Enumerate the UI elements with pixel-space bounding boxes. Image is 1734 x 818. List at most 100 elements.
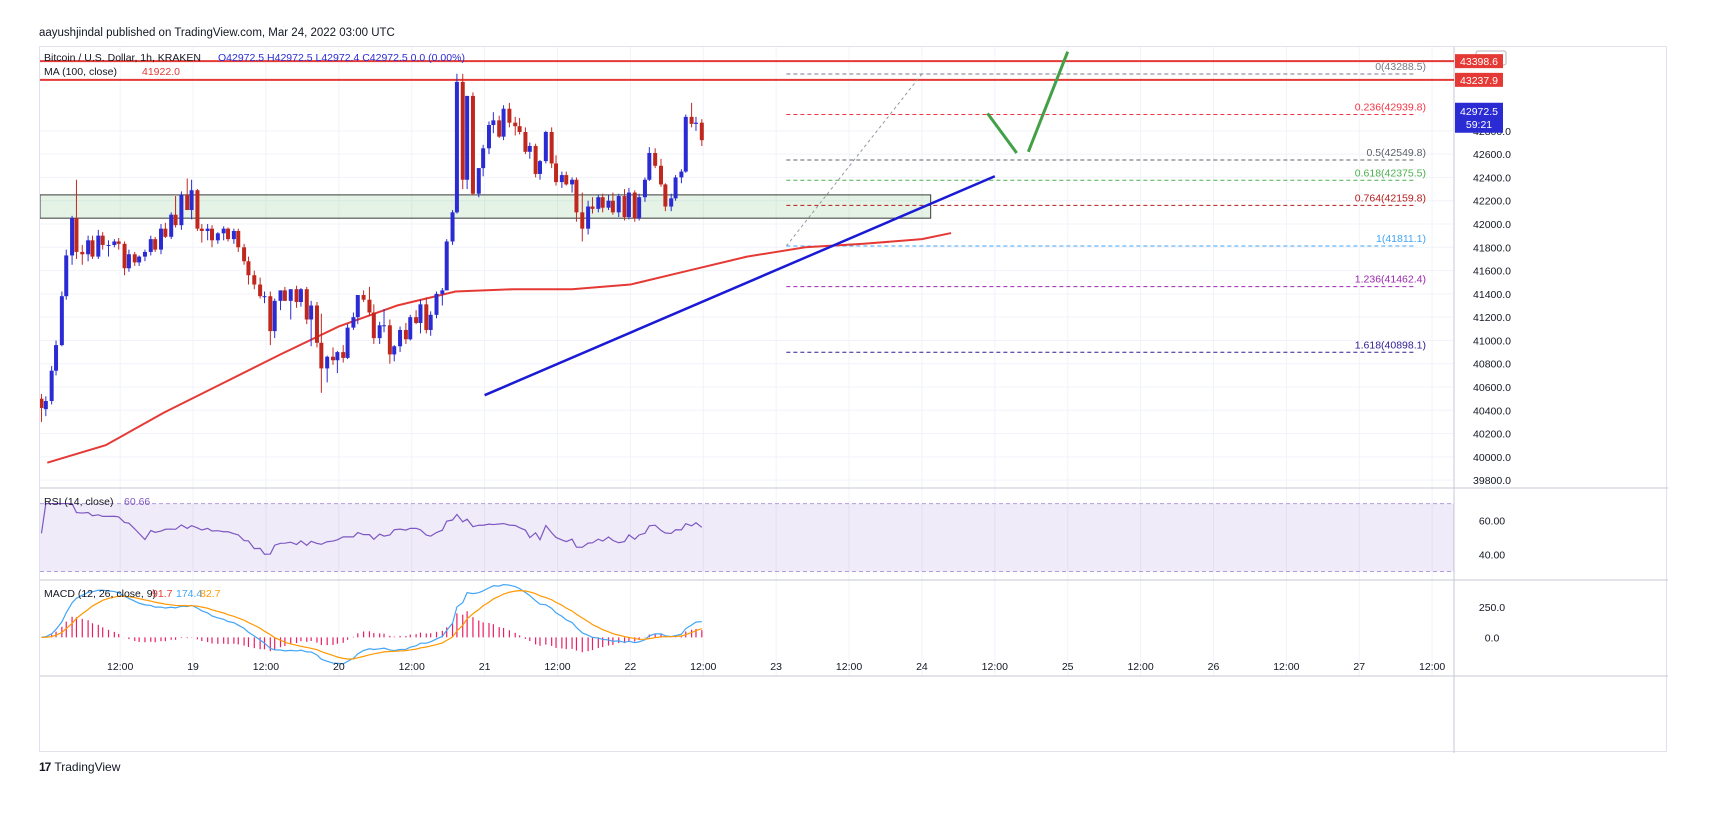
tradingview-logo: 17 TradingView bbox=[39, 760, 120, 774]
rsi-tick-label: 40.00 bbox=[1479, 550, 1505, 562]
candle-body bbox=[590, 206, 595, 209]
candle-body bbox=[185, 194, 190, 211]
candle-body bbox=[74, 218, 79, 252]
candle-body bbox=[351, 317, 356, 328]
candle-body bbox=[693, 122, 698, 124]
candle-body bbox=[647, 152, 652, 180]
candle-body bbox=[610, 200, 615, 213]
price-tick-label: 40800.0 bbox=[1473, 359, 1511, 371]
candle-body bbox=[215, 233, 220, 241]
candle-body bbox=[70, 218, 75, 256]
time-axis-label: 25 bbox=[1062, 661, 1074, 673]
time-axis-label: 12:00 bbox=[107, 661, 133, 673]
candle-body bbox=[189, 190, 194, 211]
candle-body bbox=[549, 132, 554, 164]
time-axis-label: 12:00 bbox=[690, 661, 716, 673]
macd-line bbox=[41, 583, 702, 665]
candle-body bbox=[527, 145, 532, 152]
fib-level-label: 1(41811.1) bbox=[1376, 233, 1426, 245]
candle-body bbox=[304, 289, 309, 320]
candle-body bbox=[80, 251, 85, 255]
candle-body bbox=[470, 95, 475, 194]
candle-body bbox=[242, 247, 247, 262]
time-axis-label: 20 bbox=[333, 661, 345, 673]
price-tick-label: 39800.0 bbox=[1473, 475, 1511, 487]
resistance-price-tag bbox=[1455, 54, 1503, 69]
rsi-line bbox=[40, 502, 703, 555]
candle-body bbox=[481, 148, 486, 169]
time-axis-label: 12:00 bbox=[1419, 661, 1445, 673]
current-price-label: 42972.5 bbox=[1460, 106, 1498, 118]
time-axis-label: 24 bbox=[916, 661, 928, 673]
candle-body bbox=[298, 289, 303, 303]
candle-body bbox=[122, 243, 127, 269]
fib-level-label: 0(43288.5) bbox=[1375, 61, 1426, 73]
candle-body bbox=[59, 296, 64, 346]
candle-body bbox=[319, 342, 324, 369]
price-tick-label: 42400.0 bbox=[1473, 172, 1511, 184]
time-axis-label: 12:00 bbox=[399, 661, 425, 673]
resistance-price-tag bbox=[1455, 72, 1503, 87]
candle-body bbox=[96, 235, 101, 257]
candle-body bbox=[210, 228, 215, 241]
candle-body bbox=[179, 194, 184, 226]
fib-base-line bbox=[785, 73, 923, 247]
candle-body bbox=[153, 239, 158, 250]
candle-body bbox=[440, 290, 445, 294]
candle-body bbox=[513, 122, 518, 127]
time-axis-label: 12:00 bbox=[836, 661, 862, 673]
time-axis-label: 12:00 bbox=[982, 661, 1008, 673]
time-axis-label: 19 bbox=[187, 661, 199, 673]
tradingview-logo-text: TradingView bbox=[54, 760, 121, 774]
resistance-price-label: 43237.9 bbox=[1460, 75, 1498, 87]
candle-body bbox=[637, 197, 642, 219]
candle-body bbox=[501, 108, 506, 137]
candle-body bbox=[195, 190, 200, 229]
ma100-line bbox=[47, 232, 952, 464]
chart-title: Bitcoin / U.S. Dollar, 1h, KRAKEN bbox=[44, 52, 201, 64]
candle-body bbox=[382, 325, 387, 327]
candle-body bbox=[325, 356, 330, 369]
ma-legend-value: 41922.0 bbox=[142, 66, 180, 78]
candle-body bbox=[355, 295, 360, 318]
macd-legend-value: 174.4 bbox=[176, 588, 202, 600]
rsi-legend-label: RSI (14, close) bbox=[44, 496, 113, 508]
candle-body bbox=[616, 196, 621, 213]
candle-body bbox=[40, 398, 44, 408]
candle-body bbox=[642, 179, 647, 198]
candle-body bbox=[658, 165, 663, 185]
candle-body bbox=[331, 356, 336, 361]
fib-level-label: 0.618(42375.5) bbox=[1355, 167, 1426, 179]
time-axis-label: 27 bbox=[1353, 661, 1365, 673]
candle-body bbox=[574, 179, 579, 213]
candle-body bbox=[367, 299, 372, 313]
price-chart[interactable]: 0(43288.5) 0.236(42939.8) 0.5(42549.8) 0.61… bbox=[40, 47, 1668, 753]
candle-body bbox=[335, 352, 340, 361]
time-axis-label: 21 bbox=[479, 661, 491, 673]
candle-body bbox=[282, 290, 287, 301]
price-tick-label: 41400.0 bbox=[1473, 289, 1511, 301]
price-tick-label: 41000.0 bbox=[1473, 335, 1511, 347]
time-axis-label: 12:00 bbox=[1273, 661, 1299, 673]
candle-body bbox=[288, 289, 293, 301]
time-axis-label: 26 bbox=[1208, 661, 1220, 673]
candle-body bbox=[559, 175, 564, 183]
candle-body bbox=[486, 125, 491, 149]
projection-down bbox=[986, 112, 1018, 154]
candle-body bbox=[43, 400, 48, 410]
candle-body bbox=[258, 284, 263, 297]
candle-body bbox=[361, 295, 366, 300]
candle-body bbox=[221, 228, 226, 234]
candle-body bbox=[106, 244, 111, 246]
time-axis-label: 12:00 bbox=[253, 661, 279, 673]
candle-body bbox=[142, 251, 147, 257]
fib-level-label: 0.764(42159.8) bbox=[1355, 192, 1426, 204]
candle-body bbox=[86, 240, 91, 255]
macd-legend-value: 82.7 bbox=[200, 588, 221, 600]
price-tick-label: 42600.0 bbox=[1473, 149, 1511, 161]
candle-body bbox=[673, 177, 678, 199]
candle-body bbox=[408, 317, 413, 340]
candle-body bbox=[586, 206, 591, 229]
candle-body bbox=[632, 192, 637, 219]
candle-body bbox=[163, 228, 168, 237]
